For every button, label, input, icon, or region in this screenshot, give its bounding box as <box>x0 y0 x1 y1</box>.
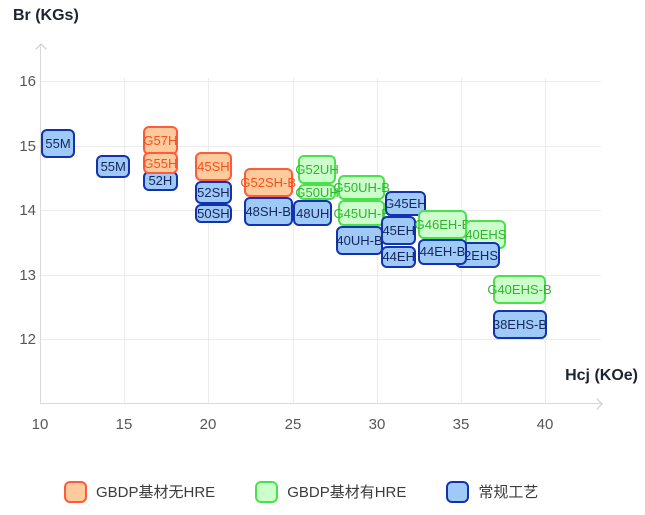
gridline-horizontal <box>41 275 601 276</box>
y-axis-title: Br (KGs) <box>13 7 79 24</box>
x-tick-label: 25 <box>284 416 302 433</box>
grade-box-g45uh-b: G45UH-B <box>334 200 390 227</box>
grade-box-g50uh-b: G50UH-B <box>334 174 390 201</box>
grade-box-g55h: G55H <box>142 151 179 175</box>
y-tick-label: 13 <box>19 267 36 284</box>
y-tick-label: 14 <box>19 202 36 219</box>
legend: GBDP基材无HRE GBDP基材有HRE 常规工艺 <box>64 481 538 503</box>
gridline-vertical <box>124 78 125 403</box>
gridline-horizontal <box>41 81 601 82</box>
y-tick-label: 15 <box>19 138 36 155</box>
grade-box-52sh: 52SH <box>194 181 232 204</box>
y-axis-line <box>40 45 41 403</box>
x-tick-label: 15 <box>115 416 133 433</box>
grade-box-g52uh: G52UH <box>295 155 339 185</box>
x-axis-title: Hcj (KOe) <box>565 367 638 384</box>
legend-label: GBDP基材有HRE <box>287 483 407 501</box>
gridline-vertical <box>293 78 294 403</box>
x-tick-label: 10 <box>31 416 49 433</box>
grade-box-g46eh-b: G46EH-B <box>415 210 470 239</box>
gridline-horizontal <box>41 339 601 340</box>
grade-box-g52sh-b: G52SH-B <box>240 168 296 198</box>
grade-box-44eh-b: 44EH-B <box>418 239 467 265</box>
grade-box-g50uh: G50UH <box>295 184 339 201</box>
gridline-vertical <box>545 78 546 403</box>
legend-item-orange[interactable]: GBDP基材无HRE <box>64 481 215 503</box>
grade-box-44eh: 44EH <box>381 245 417 269</box>
legend-swatch-blue <box>446 481 470 503</box>
x-tick-label: 40 <box>536 416 554 433</box>
x-tick-label: 30 <box>368 416 386 433</box>
grade-box-48sh-b: 48SH-B <box>243 197 293 227</box>
grade-box-38ehs-b: 38EHS-B <box>493 310 547 339</box>
legend-label: GBDP基材无HRE <box>96 483 216 501</box>
grade-box-40ehs: 40EHS <box>465 219 507 249</box>
legend-item-green[interactable]: GBDP基材有HRE <box>255 481 406 503</box>
legend-swatch-green <box>255 481 279 503</box>
legend-item-blue[interactable]: 常规工艺 <box>446 481 538 503</box>
grade-box-45eh: 45EH <box>381 216 417 246</box>
grade-box-48uh: 48UH <box>293 200 333 227</box>
grade-box-50sh: 50SH <box>194 203 232 223</box>
gridline-horizontal <box>41 146 601 147</box>
grade-box-52h: 52H <box>142 171 179 191</box>
x-axis-line <box>40 403 601 404</box>
legend-label: 常规工艺 <box>478 483 539 501</box>
grade-box-55m: 55M <box>96 155 131 178</box>
grade-box-g40ehs-b: G40EHS-B <box>487 274 552 304</box>
grade-box-55m: 55M <box>40 129 76 159</box>
legend-swatch-orange <box>64 481 87 503</box>
y-axis-arrow-icon <box>35 43 47 55</box>
grade-box-40uh-b: 40UH-B <box>336 226 383 256</box>
y-tick-label: 12 <box>19 331 36 348</box>
x-axis-arrow-icon <box>591 398 603 410</box>
grade-box-45sh: 45SH <box>194 151 232 181</box>
y-tick-label: 16 <box>19 73 36 90</box>
grade-box-g57h: G57H <box>142 126 179 156</box>
gridline-vertical <box>208 78 209 403</box>
x-tick-label: 35 <box>452 416 470 433</box>
x-tick-label: 20 <box>199 416 217 433</box>
